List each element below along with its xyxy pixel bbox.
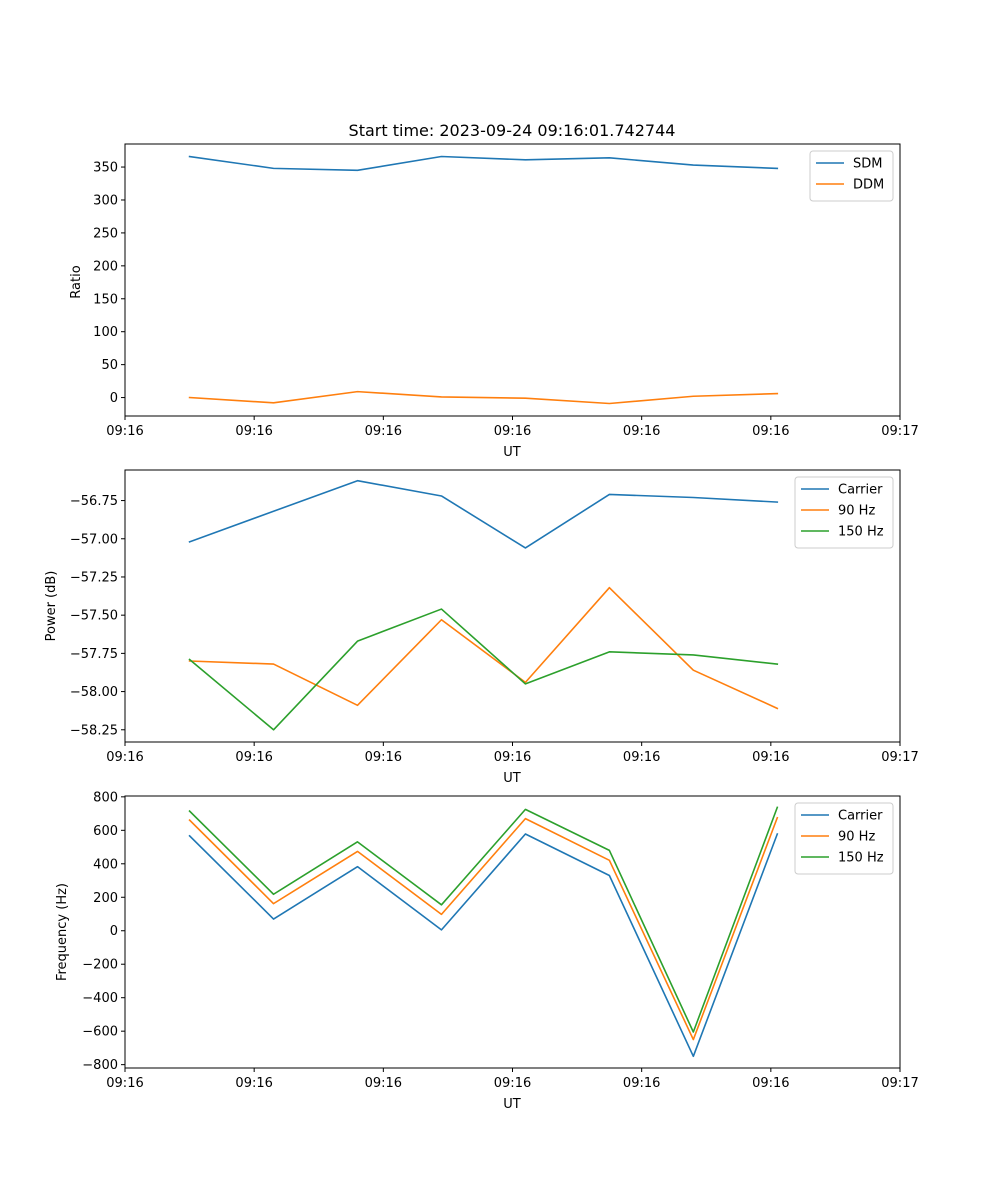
series-line-ddm [188,390,779,405]
x-tick-label: 09:17 [881,750,918,765]
x-tick-label: 09:16 [365,1076,402,1091]
x-tick-label: 09:17 [881,424,918,439]
y-tick-label: 50 [101,358,118,373]
legend: SDM DDM [809,150,894,202]
x-tick-label: 09:17 [881,1076,918,1091]
legend-label-150-hz: 150 Hz [838,851,884,866]
y-tick-label: 200 [93,259,118,274]
x-tick-label: 09:16 [752,1076,789,1091]
y-ticks: −58.25 −58.00 −57.75 −57.50 −57.25 −57.00 −56.… [70,494,125,738]
y-tick-label: 600 [93,824,118,839]
y-tick-label: −600 [82,1025,118,1040]
y-tick-label: 250 [93,226,118,241]
y-tick-label: 200 [93,891,118,906]
y-tick-label: −200 [82,958,118,973]
series-line-carrier [188,479,779,549]
x-tick-label: 09:16 [752,750,789,765]
y-tick-label: 0 [110,924,118,939]
x-axis-label: UT [503,445,521,460]
y-axis-label: Ratio [69,265,84,298]
x-tick-label: 09:16 [494,750,531,765]
y-tick-label: −58.25 [70,723,118,738]
y-tick-label: −400 [82,991,118,1006]
legend: Carrier 90 Hz 150 Hz [794,476,894,549]
x-ticks: 09:16 09:16 09:16 09:16 09:16 09:16 09:17 [106,742,919,765]
y-tick-label: −58.00 [70,685,118,700]
panel-ratio: Start time: 2023-09-24 09:16:01.742744 0… [69,121,919,460]
series-line-90-hz [188,586,779,710]
x-tick-label: 09:16 [106,424,143,439]
y-ticks: 0 50 100 150 200 250 300 350 [93,161,125,406]
y-tick-label: 800 [93,790,118,805]
legend-label-ddm: DDM [853,178,884,193]
y-axis-label: Frequency (Hz) [55,883,70,981]
x-tick-label: 09:16 [623,424,660,439]
y-tick-label: 350 [93,161,118,176]
legend-label-sdm: SDM [853,157,882,172]
series-line-150-hz [188,608,779,731]
x-tick-label: 09:16 [494,1076,531,1091]
x-tick-label: 09:16 [235,424,272,439]
y-tick-label: −57.75 [70,647,118,662]
y-tick-label: −57.25 [70,570,118,585]
legend-label-90-hz: 90 Hz [838,504,875,519]
x-tick-label: 09:16 [235,750,272,765]
plot-area [188,806,779,1058]
series-line-150-hz [188,806,779,1033]
x-tick-label: 09:16 [752,424,789,439]
x-tick-label: 09:16 [623,1076,660,1091]
x-tick-label: 09:16 [494,424,531,439]
plot-area [188,155,779,405]
x-tick-label: 09:16 [235,1076,272,1091]
x-tick-label: 09:16 [106,1076,143,1091]
y-tick-label: 100 [93,325,118,340]
x-ticks: 09:16 09:16 09:16 09:16 09:16 09:16 09:17 [106,1068,919,1091]
chart-title: Start time: 2023-09-24 09:16:01.742744 [349,121,676,140]
y-tick-label: 400 [93,857,118,872]
legend-label-150-hz: 150 Hz [838,525,884,540]
y-tick-label: −57.50 [70,609,118,624]
legend: Carrier 90 Hz 150 Hz [794,802,894,875]
plot-area [188,479,779,731]
series-line-carrier [188,832,779,1058]
x-tick-label: 09:16 [365,424,402,439]
panel-frequency: 09:16 09:16 09:16 09:16 09:16 09:16 09:17 −800… [55,790,919,1112]
legend-label-carrier: Carrier [838,483,883,498]
series-line-sdm [188,155,779,172]
y-tick-label: 0 [110,391,118,406]
x-tick-label: 09:16 [365,750,402,765]
y-tick-label: −57.00 [70,532,118,547]
y-tick-label: 300 [93,193,118,208]
y-tick-label: 150 [93,292,118,307]
y-tick-label: −56.75 [70,494,118,509]
series-line-90-hz [188,816,779,1041]
x-axis-label: UT [503,1097,521,1112]
legend-label-carrier: Carrier [838,809,883,824]
x-tick-label: 09:16 [623,750,660,765]
x-tick-label: 09:16 [106,750,143,765]
y-tick-label: −800 [82,1058,118,1073]
panel-power: 09:16 09:16 09:16 09:16 09:16 09:16 09:17 −58.… [44,469,919,786]
legend-label-90-hz: 90 Hz [838,830,875,845]
x-axis-label: UT [503,771,521,786]
y-ticks: −800 −600 −400 −200 0 200 400 600 800 [82,790,125,1073]
x-ticks: 09:16 09:16 09:16 09:16 09:16 09:16 09:17 [106,416,919,439]
y-axis-label: Power (dB) [44,571,59,642]
